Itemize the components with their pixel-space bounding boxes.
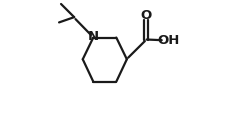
Text: N: N [87,30,98,43]
Text: O: O [140,9,151,22]
Text: OH: OH [157,34,179,47]
